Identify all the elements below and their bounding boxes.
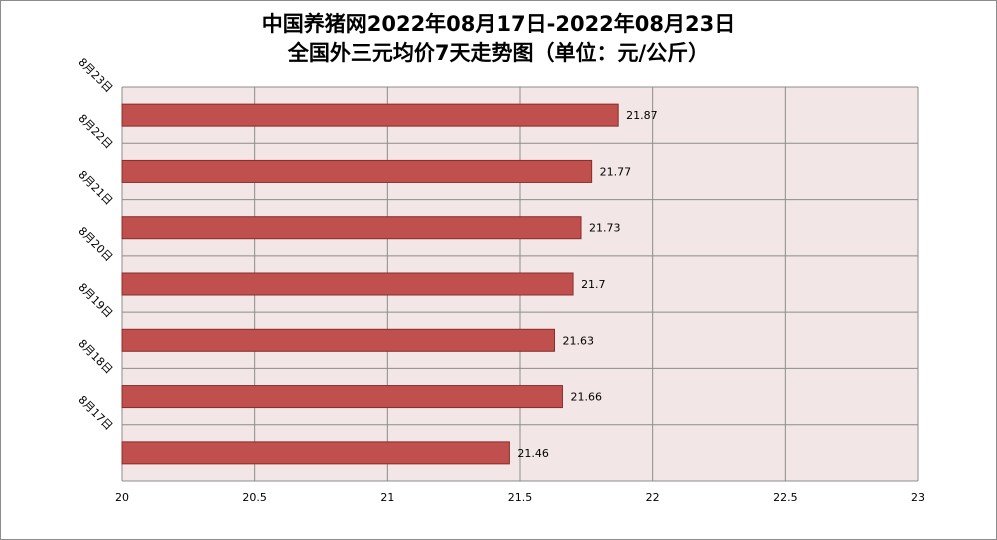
category-label: 8月23日 — [75, 56, 115, 96]
category-label: 8月20日 — [75, 224, 115, 264]
data-label: 21.7 — [581, 278, 606, 291]
chart-title-line1: 中国养猪网2022年08月17日-2022年08月23日 — [261, 12, 736, 36]
data-label: 21.63 — [562, 334, 594, 347]
bar — [121, 159, 593, 183]
bar — [121, 328, 555, 352]
data-label: 21.77 — [600, 165, 632, 178]
category-label: 8月19日 — [75, 281, 115, 321]
category-label: 8月18日 — [75, 337, 115, 377]
x-tick-label: 21 — [380, 491, 394, 504]
category-label: 8月17日 — [75, 393, 115, 433]
data-label: 21.87 — [626, 109, 658, 122]
x-tick-label: 22.5 — [773, 491, 798, 504]
x-tick-label: 20 — [115, 491, 129, 504]
x-tick-label: 23 — [911, 491, 925, 504]
bar — [121, 385, 563, 409]
x-tick-label: 21.5 — [508, 491, 533, 504]
bar — [121, 441, 510, 465]
bar — [121, 103, 619, 127]
data-label: 21.46 — [517, 447, 549, 460]
bar — [121, 216, 582, 240]
category-label: 8月21日 — [75, 168, 115, 208]
x-tick-label: 20.5 — [242, 491, 267, 504]
data-label: 21.73 — [589, 222, 621, 235]
data-label: 21.66 — [570, 391, 602, 404]
chart-title-line2: 全国外三元均价7天走势图（单位：元/公斤） — [287, 41, 710, 65]
bar — [121, 272, 574, 296]
x-tick-label: 22 — [646, 491, 660, 504]
category-label: 8月22日 — [75, 112, 115, 152]
